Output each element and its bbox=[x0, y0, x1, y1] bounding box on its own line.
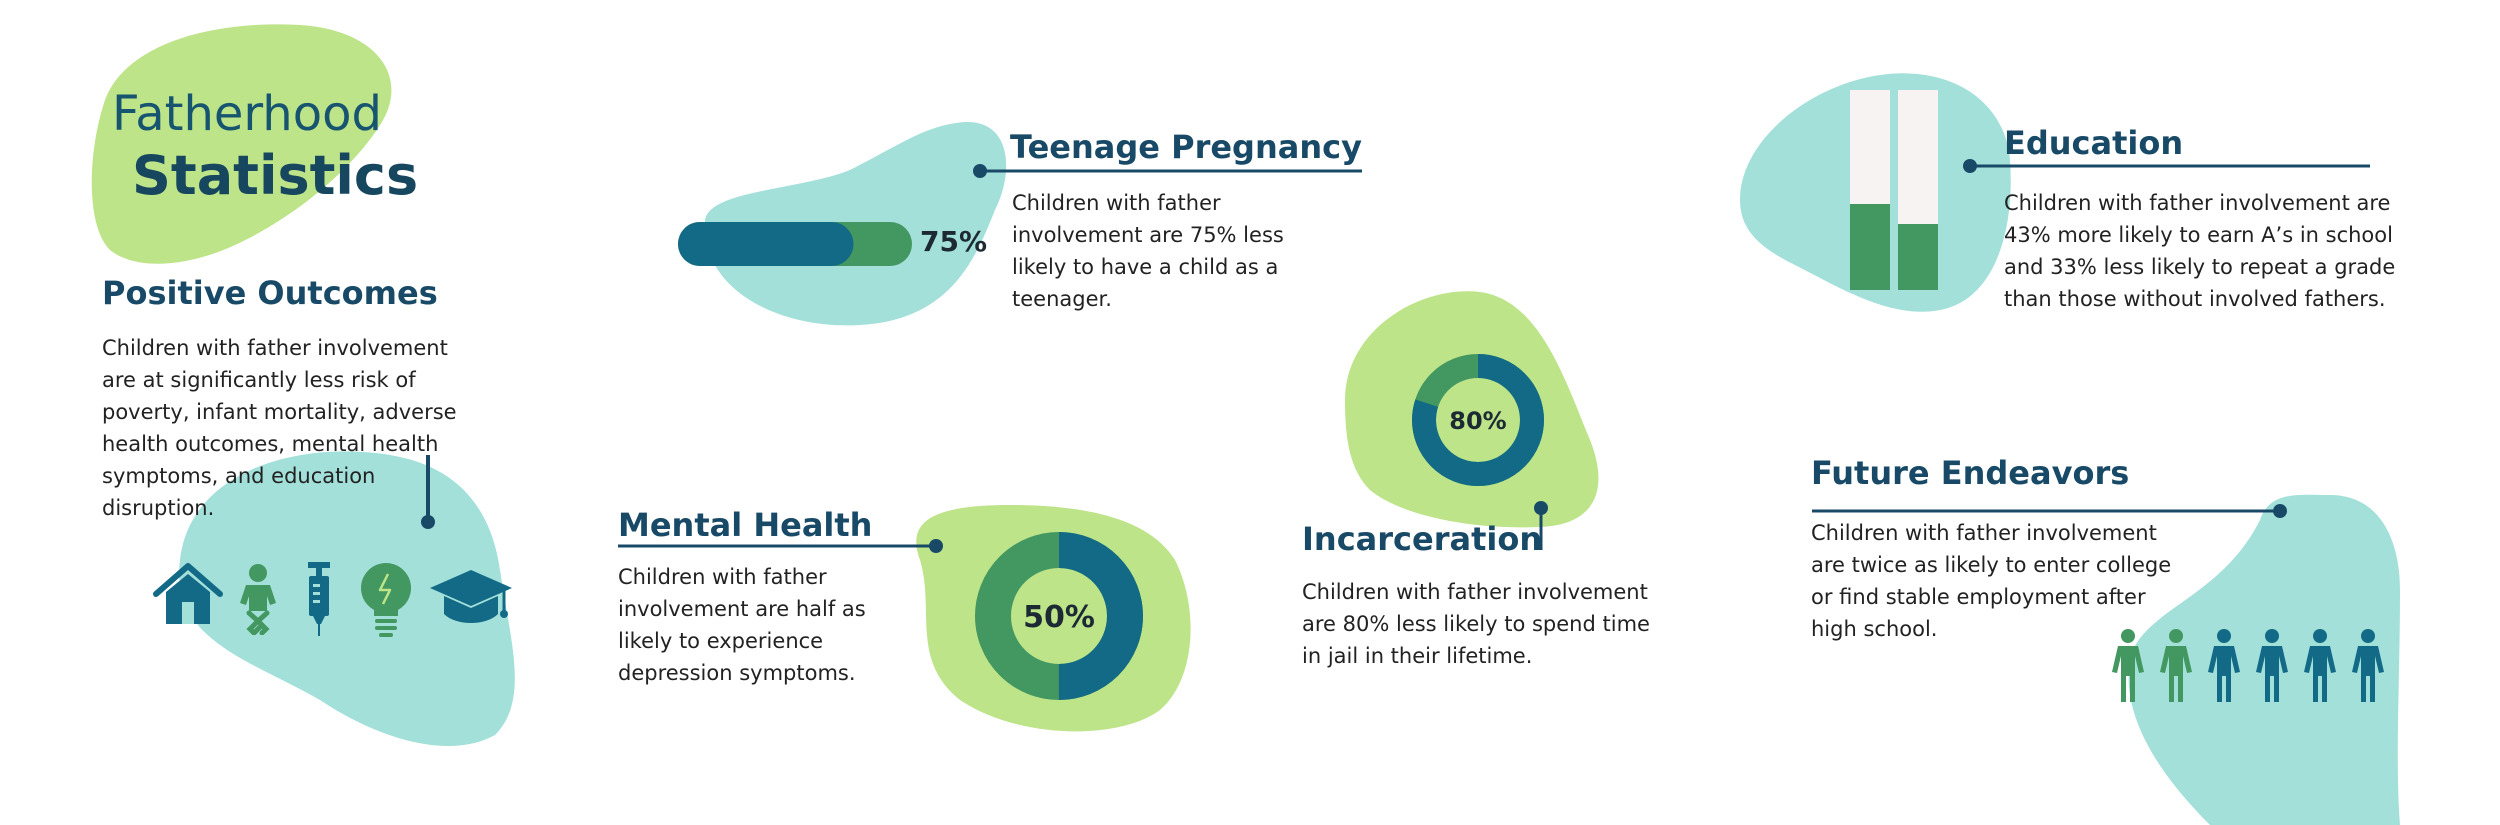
person-icon bbox=[2304, 629, 2336, 702]
education-line: 43% more likely to earn A’s in school bbox=[2004, 223, 2393, 247]
page-title-line1: Fatherhood bbox=[112, 86, 382, 142]
positive-outcomes-line: poverty, infant mortality, adverse bbox=[102, 400, 457, 424]
incarceration-blob bbox=[1345, 291, 1599, 528]
positive-outcomes-line: health outcomes, mental health bbox=[102, 432, 439, 456]
positive-outcomes-line: disruption. bbox=[102, 496, 215, 520]
education-bar-chart bbox=[1850, 90, 1938, 290]
positive-outcomes-connector bbox=[421, 455, 435, 529]
incarceration-text: Children with father involvement are 80%… bbox=[1302, 576, 1702, 672]
mental-health-line: involvement are half as bbox=[618, 597, 866, 621]
lightbulb-icon bbox=[361, 563, 411, 637]
person-icon bbox=[2352, 629, 2384, 702]
incarceration-donut: 80% bbox=[1412, 354, 1544, 486]
baby-icon bbox=[240, 564, 276, 635]
positive-outcomes-line: Children with father involvement bbox=[102, 336, 448, 360]
future-endeavors-line: Children with father involvement bbox=[1811, 521, 2157, 545]
education-bar-repeat-grade bbox=[1898, 224, 1938, 290]
mental-health-percent: 50% bbox=[1023, 600, 1095, 635]
mental-health-text: Children with father involvement are hal… bbox=[618, 561, 918, 689]
positive-outcomes-text: Children with father involvement are at … bbox=[102, 332, 522, 524]
teenage-pregnancy-progress bbox=[678, 222, 912, 266]
person-icon bbox=[2112, 629, 2144, 702]
positive-outcomes-heading: Positive Outcomes bbox=[102, 274, 438, 312]
education-text: Children with father involvement are 43%… bbox=[2004, 187, 2444, 315]
future-endeavors-heading: Future Endeavors bbox=[1811, 454, 2130, 492]
education-bar-a-grades bbox=[1850, 204, 1890, 290]
person-icon bbox=[2256, 629, 2288, 702]
future-endeavors-connector bbox=[1812, 504, 2287, 518]
education-line: and 33% less likely to repeat a grade bbox=[2004, 255, 2396, 279]
future-endeavors-line: high school. bbox=[1811, 617, 1938, 641]
teenage-pregnancy-line: Children with father bbox=[1012, 191, 1221, 215]
incarceration-line: Children with father involvement bbox=[1302, 580, 1648, 604]
house-icon bbox=[153, 563, 223, 624]
mental-health-heading: Mental Health bbox=[618, 506, 873, 544]
mental-health-line: likely to experience bbox=[618, 629, 824, 653]
incarceration-line: in jail in their lifetime. bbox=[1302, 644, 1533, 668]
teenage-pregnancy-connector bbox=[973, 164, 1362, 178]
mental-health-line: Children with father bbox=[618, 565, 827, 589]
donut-fill bbox=[1412, 354, 1544, 486]
future-endeavors-text: Children with father involvement are twi… bbox=[1811, 517, 2211, 645]
education-connector bbox=[1963, 159, 2370, 173]
incarceration-percent: 80% bbox=[1449, 407, 1506, 435]
future-endeavors-blob bbox=[2128, 494, 2400, 825]
teenage-pregnancy-percent: 75% bbox=[920, 225, 988, 258]
person-icon bbox=[2208, 629, 2240, 702]
future-endeavors-line: are twice as likely to enter college bbox=[1811, 553, 2172, 577]
teenage-pregnancy-line: teenager. bbox=[1012, 287, 1112, 311]
donut-fill bbox=[975, 532, 1143, 700]
syringe-icon bbox=[308, 562, 330, 636]
person-icon bbox=[2160, 629, 2192, 702]
teenage-pregnancy-line: likely to have a child as a bbox=[1012, 255, 1279, 279]
incarceration-line: are 80% less likely to spend time bbox=[1302, 612, 1650, 636]
teenage-pregnancy-heading: Teenage Pregnancy bbox=[1010, 128, 1362, 166]
incarceration-heading: Incarceration bbox=[1302, 520, 1543, 558]
page-title-line2: Statistics bbox=[132, 144, 419, 207]
future-endeavors-line: or find stable employment after bbox=[1811, 585, 2146, 609]
title-blob bbox=[91, 24, 392, 264]
teenage-pregnancy-line: involvement are 75% less bbox=[1012, 223, 1284, 247]
people-icon-row bbox=[2112, 629, 2384, 702]
mental-health-donut: 50% bbox=[975, 532, 1143, 700]
progress-fill bbox=[678, 222, 854, 266]
incarceration-connector bbox=[1534, 501, 1548, 550]
teenage-pregnancy-text: Children with father involvement are 75%… bbox=[1012, 187, 1332, 315]
education-heading: Education bbox=[2004, 124, 2184, 162]
mental-health-connector bbox=[618, 539, 943, 553]
positive-outcomes-line: are at significantly less risk of bbox=[102, 368, 416, 392]
education-line: Children with father involvement are bbox=[2004, 191, 2391, 215]
education-line: than those without involved fathers. bbox=[2004, 287, 2386, 311]
mental-health-line: depression symptoms. bbox=[618, 661, 856, 685]
positive-outcomes-line: symptoms, and education bbox=[102, 464, 376, 488]
graduation-cap-icon bbox=[430, 570, 512, 623]
